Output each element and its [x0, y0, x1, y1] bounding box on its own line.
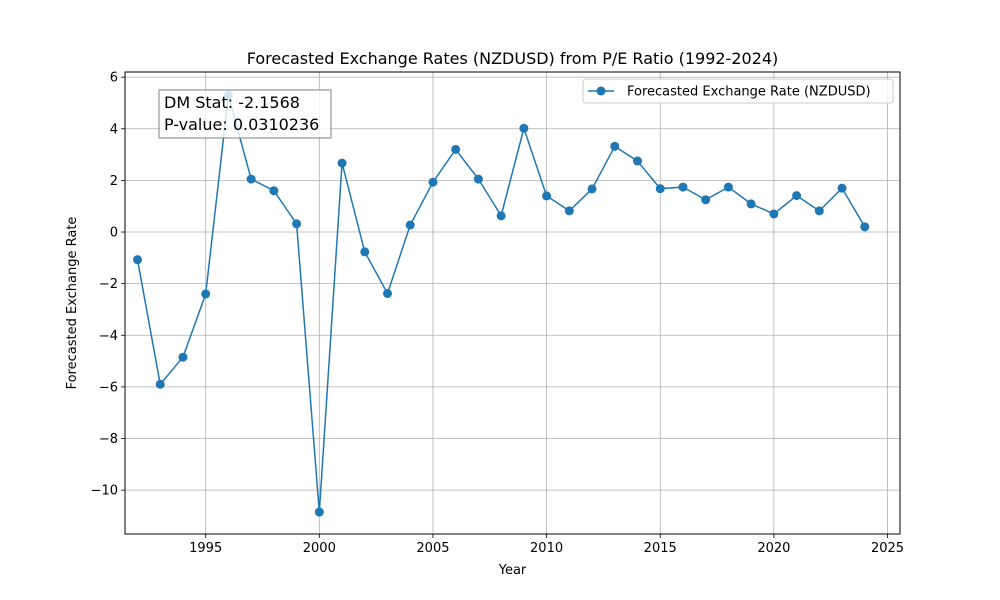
data-point — [360, 247, 370, 257]
x-tick-label: 2025 — [871, 541, 904, 556]
data-point — [405, 220, 415, 230]
p-value-text: P-value: 0.0310236 — [164, 115, 319, 134]
data-point — [269, 186, 279, 196]
y-axis-label: Forecasted Exchange Rate — [65, 217, 80, 390]
chart-title: Forecasted Exchange Rates (NZDUSD) from … — [247, 49, 779, 68]
data-point — [792, 191, 802, 201]
legend-box — [582, 78, 894, 104]
data-point — [723, 182, 733, 192]
data-point — [610, 141, 620, 151]
data-point — [133, 255, 142, 265]
data-point — [473, 174, 483, 184]
data-point — [428, 177, 438, 187]
data-point — [519, 123, 529, 133]
data-point — [337, 158, 347, 168]
data-point — [178, 352, 188, 362]
series-layer — [133, 90, 870, 517]
y-tick-label: 6 — [110, 71, 118, 86]
data-point — [201, 289, 211, 299]
legend-label: Forecasted Exchange Rate (NZDUSD) — [627, 85, 871, 100]
data-point — [837, 183, 847, 193]
data-point — [292, 219, 302, 229]
legend: Forecasted Exchange Rate (NZDUSD) — [582, 78, 894, 104]
data-point — [860, 222, 870, 232]
y-tick-label: 0 — [110, 226, 118, 241]
y-tick-label: 2 — [110, 174, 118, 189]
dm-stat-text: DM Stat: -2.1568 — [164, 93, 300, 112]
x-tick-label: 2015 — [644, 541, 677, 556]
data-point — [542, 191, 552, 201]
y-tick-label: −2 — [99, 277, 118, 292]
y-tick-label: 4 — [110, 122, 118, 137]
data-point — [587, 184, 597, 194]
data-point — [814, 206, 824, 216]
axis-ticks: 1995 2000 2005 2010 2015 2020 2025 6 4 2 0 −2 −4 −6 −8… — [91, 71, 904, 556]
y-tick-label: −4 — [99, 329, 118, 344]
data-point — [314, 507, 324, 517]
legend-marker — [596, 86, 606, 96]
data-point — [246, 174, 256, 184]
data-point — [633, 156, 642, 166]
x-tick-label: 1995 — [189, 541, 222, 556]
y-tick-label: −6 — [99, 380, 118, 395]
data-point — [746, 199, 756, 209]
y-tick-label: −8 — [99, 432, 118, 447]
data-point — [155, 379, 165, 389]
data-point — [383, 288, 392, 298]
plot-frame — [124, 71, 901, 535]
data-point — [678, 182, 688, 192]
data-point — [701, 195, 711, 205]
x-tick-label: 2020 — [757, 541, 790, 556]
stats-box — [158, 89, 332, 139]
x-tick-label: 2005 — [416, 541, 449, 556]
data-point — [655, 184, 665, 194]
data-point — [769, 209, 779, 219]
x-axis-label: Year — [498, 563, 527, 578]
x-tick-label: 2000 — [303, 541, 336, 556]
data-point — [496, 211, 506, 221]
stats-annotation: DM Stat: -2.1568 P-value: 0.0310236 — [158, 89, 332, 139]
x-tick-label: 2010 — [530, 541, 563, 556]
y-tick-label: −10 — [91, 484, 118, 499]
data-point — [451, 144, 461, 154]
data-point — [564, 206, 574, 216]
